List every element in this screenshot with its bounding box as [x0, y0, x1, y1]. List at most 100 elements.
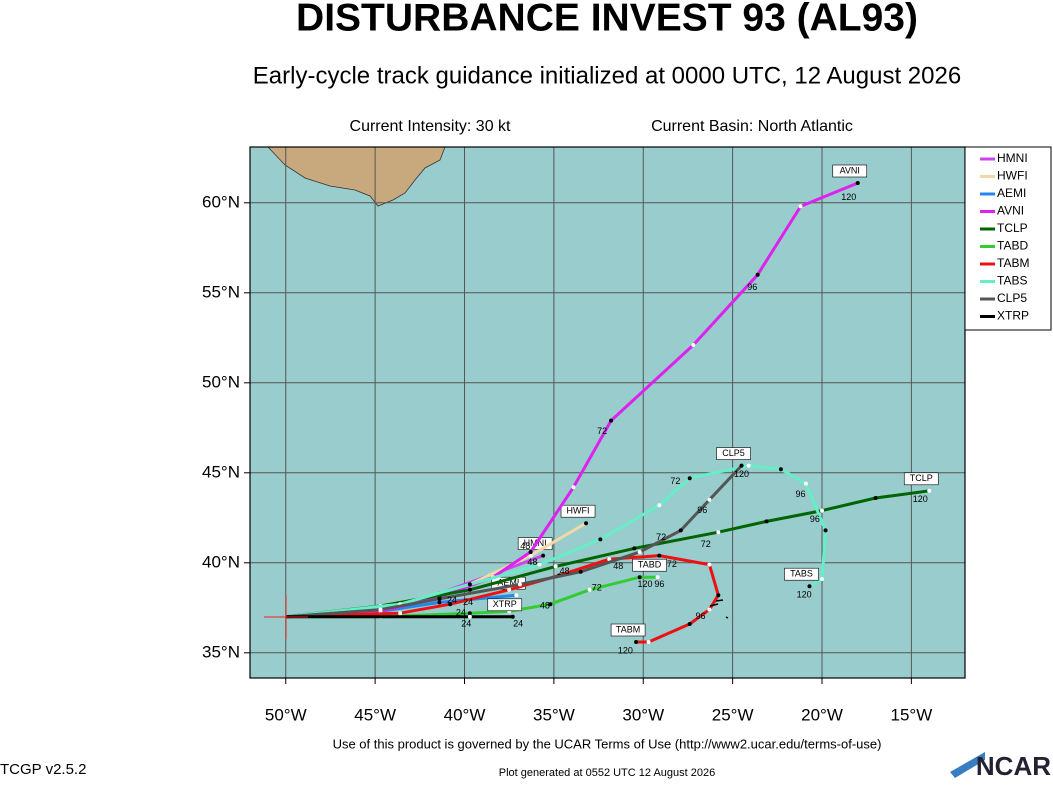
track-label-text: AVNI: [840, 165, 860, 175]
track-label-text: TCLP: [910, 473, 933, 483]
track-label: TABS: [784, 567, 819, 581]
track-point: [678, 528, 683, 533]
track-label-box: [903, 472, 939, 486]
y-tick-label: 35°N: [202, 642, 240, 661]
track-label-box: [610, 623, 646, 637]
x-tick-label: 25°W: [712, 705, 754, 724]
forecast-hour: 48: [520, 541, 530, 551]
track-point: [634, 640, 639, 644]
forecast-hour: 24: [513, 618, 523, 628]
legend-label: TABM: [997, 256, 1029, 270]
track-point: [820, 508, 824, 513]
forecast-hour: 96: [810, 514, 820, 524]
y-tick-label: 60°N: [202, 192, 240, 211]
legend-label: XTRP: [997, 309, 1029, 323]
track-point: [873, 496, 878, 500]
track-point: [571, 485, 576, 490]
track-label-box: [560, 504, 596, 518]
track-point: [598, 537, 603, 542]
track-point: [739, 463, 744, 468]
track-point: [687, 476, 692, 481]
track-point: [578, 569, 583, 574]
x-tick-label: 30°W: [622, 705, 664, 724]
track-point: [823, 528, 828, 533]
forecast-hour: 120: [618, 645, 633, 655]
track-label: HWFI: [560, 504, 596, 518]
track-point: [927, 488, 932, 493]
intensity: Current Intensity: 30 kt: [350, 118, 512, 135]
logo-mark: [950, 752, 985, 778]
legend-label: CLP5: [997, 291, 1027, 305]
track-label: TABD: [632, 558, 667, 572]
track-point: [820, 577, 824, 581]
forecast-hour: 24: [456, 608, 466, 618]
forecast-hour: 48: [613, 561, 623, 571]
forecast-hour: 120: [638, 579, 653, 589]
track-point: [855, 181, 860, 185]
forecast-hour: 48: [527, 557, 537, 567]
basin: Current Basin: North Atlantic: [651, 118, 853, 135]
forecast-hour: 72: [670, 476, 680, 486]
track-point: [537, 562, 542, 567]
track-point: [528, 550, 533, 554]
forecast-hour: 24: [461, 618, 471, 628]
chart-title: DISTURBANCE INVEST 93 (AL93): [296, 0, 918, 39]
track-point: [584, 521, 589, 526]
forecast-hour: 24: [463, 597, 473, 607]
y-tick-label: 45°N: [202, 462, 240, 481]
track-point: [378, 607, 383, 612]
track-label: XTRP: [487, 598, 523, 612]
track-label-box: [487, 598, 523, 612]
legend-label: HMNI: [997, 151, 1028, 165]
forecast-hour: 96: [654, 579, 664, 589]
track-point: [657, 503, 662, 508]
chart-subtitle: Early-cycle track guidance initialized a…: [253, 62, 961, 89]
legend-label: TCLP: [997, 221, 1028, 235]
track-label-text: TABD: [638, 560, 662, 570]
generated: Plot generated at 0552 UTC 12 August 202…: [499, 767, 716, 779]
x-tick-label: 40°W: [444, 705, 486, 724]
track-point: [646, 640, 651, 644]
track-label-text: TABM: [616, 624, 640, 634]
track-point: [437, 600, 442, 605]
legend-label: TABS: [997, 274, 1027, 288]
logo: NCAR: [976, 751, 1051, 780]
track-point: [548, 602, 553, 607]
forecast-hour: 120: [734, 469, 749, 479]
x-tick-label: 50°W: [265, 705, 307, 724]
track-point: [632, 546, 637, 551]
track-label-text: HWFI: [567, 506, 590, 516]
track-label-text: XTRP: [493, 599, 517, 609]
track-point: [637, 575, 642, 580]
forecast-hour: 48: [540, 600, 550, 610]
track-point: [398, 611, 403, 616]
legend-label: TABD: [997, 239, 1028, 253]
track-point: [467, 587, 472, 592]
track-point: [467, 611, 472, 616]
forecast-hour: 120: [797, 590, 812, 600]
track-point: [707, 607, 712, 612]
forecast-hour: 96: [695, 611, 705, 621]
legend: HMNI HWFI AEMI AVNI TCLP TABD TABM TABS CLP5 XTRP: [980, 151, 1029, 323]
track-label: TCLP: [903, 472, 939, 486]
forecast-hour: 24: [447, 595, 457, 605]
track-point: [707, 562, 712, 567]
x-tick-label: 20°W: [801, 705, 843, 724]
track-label-box: [716, 447, 751, 460]
legend-label: AEMI: [997, 186, 1026, 200]
track-point: [553, 564, 558, 569]
storm-marker: [264, 595, 308, 639]
forecast-hour: 72: [667, 559, 677, 569]
track-label-text: AEMI: [497, 578, 519, 588]
track-label: AVNI: [832, 164, 868, 178]
track-point: [587, 587, 592, 592]
track-point: [691, 343, 696, 347]
track-point: [517, 582, 522, 587]
track-point: [607, 557, 612, 562]
forecast-hour: 96: [747, 282, 757, 292]
y-tick-label: 50°N: [202, 372, 240, 391]
x-tick-label: 15°W: [890, 705, 932, 724]
legend-box: [964, 146, 1052, 331]
forecast-hour: 48: [560, 566, 570, 576]
